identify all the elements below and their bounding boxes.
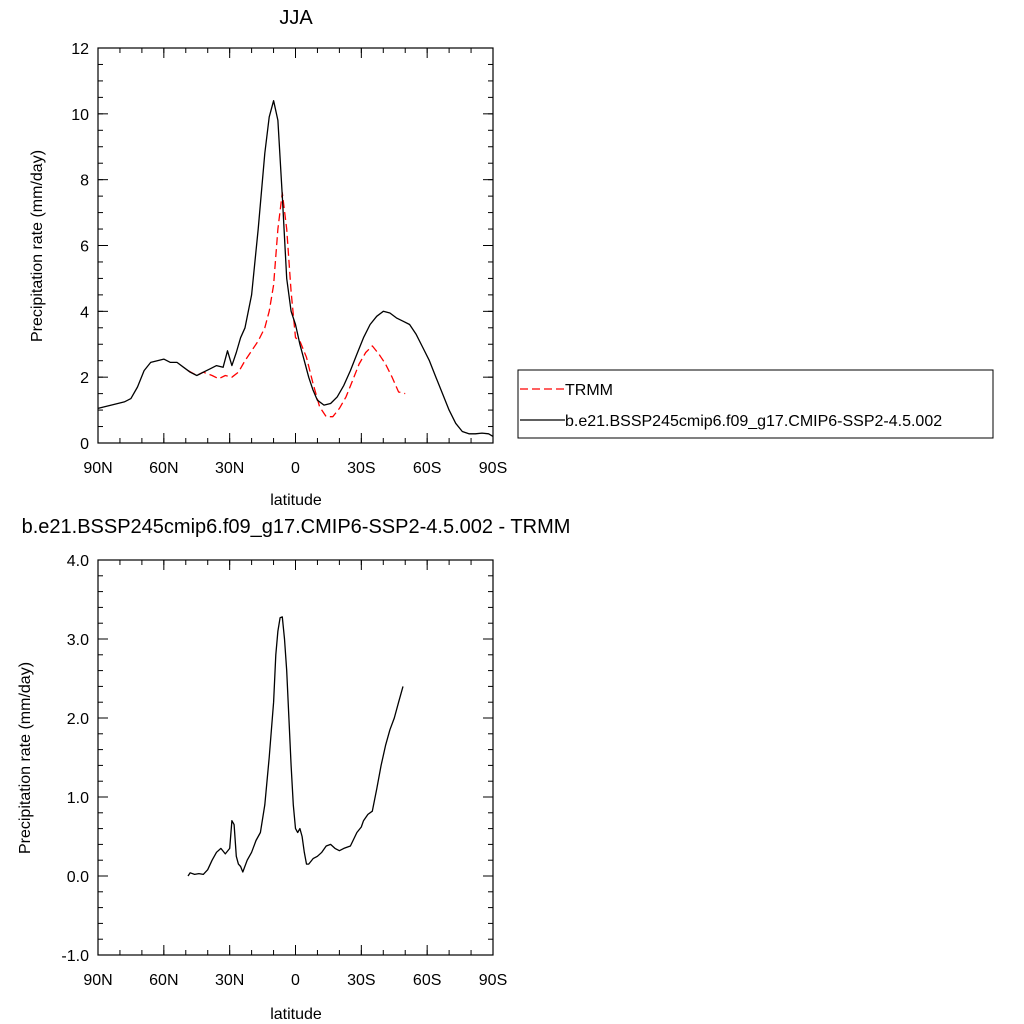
y-tick-label: 4.0 (67, 553, 89, 570)
legend-label-model: b.e21.BSSP245cmip6.f09_g17.CMIP6-SSP2-4.… (565, 413, 942, 430)
x-tick-label: 60N (149, 460, 178, 477)
x-tick-label: 30N (215, 460, 244, 477)
x-tick-label: 0 (291, 972, 300, 989)
series-line-trmm (187, 192, 406, 418)
top-chart-ylabel: Precipitation rate (mm/day) (29, 150, 46, 342)
legend-box (517, 369, 994, 439)
plot-frame (97, 47, 494, 444)
y-tick-label: 0 (80, 436, 89, 453)
x-tick-label: 30S (347, 460, 375, 477)
x-tick-label: 60S (413, 460, 441, 477)
bottom-panel: b.e21.BSSP245cmip6.f09_g17.CMIP6-SSP2-4.… (17, 516, 570, 1023)
x-tick-label: 30N (215, 972, 244, 989)
y-tick-label: -1.0 (61, 948, 89, 965)
bottom-chart-xlabel: latitude (270, 1006, 322, 1023)
y-tick-label: 6 (80, 239, 89, 256)
y-tick-label: 12 (71, 41, 89, 58)
y-tick-label: 4 (80, 304, 89, 321)
series-line-model (187, 616, 404, 877)
y-tick-label: 8 (80, 173, 89, 190)
bottom-chart-ylabel: Precipitation rate (mm/day) (17, 662, 34, 854)
x-tick-label: 0 (291, 460, 300, 477)
y-tick-label: 3.0 (67, 632, 89, 649)
y-tick-label: 0.0 (67, 869, 89, 886)
y-tick-label: 1.0 (67, 790, 89, 807)
x-tick-label: 60N (149, 972, 178, 989)
series-line-model (97, 100, 494, 437)
legend-label-trmm: TRMM (565, 382, 613, 399)
x-tick-label: 90S (479, 972, 507, 989)
x-tick-label: 90S (479, 460, 507, 477)
bottom-chart-title: b.e21.BSSP245cmip6.f09_g17.CMIP6-SSP2-4.… (22, 516, 571, 538)
x-tick-label: 90N (83, 460, 112, 477)
top-chart-xlabel: latitude (270, 492, 322, 509)
legend: TRMM b.e21.BSSP245cmip6.f09_g17.CMIP6-SS… (517, 369, 994, 439)
x-tick-label: 60S (413, 972, 441, 989)
y-tick-label: 10 (71, 107, 89, 124)
y-tick-label: 2 (80, 370, 89, 387)
top-chart-title: JJA (279, 7, 313, 29)
y-tick-label: 2.0 (67, 711, 89, 728)
x-tick-label: 30S (347, 972, 375, 989)
top-panel: JJA latitude Precipitation rate (mm/day)… (29, 7, 507, 509)
plot-frame (97, 559, 494, 956)
x-tick-label: 90N (83, 972, 112, 989)
